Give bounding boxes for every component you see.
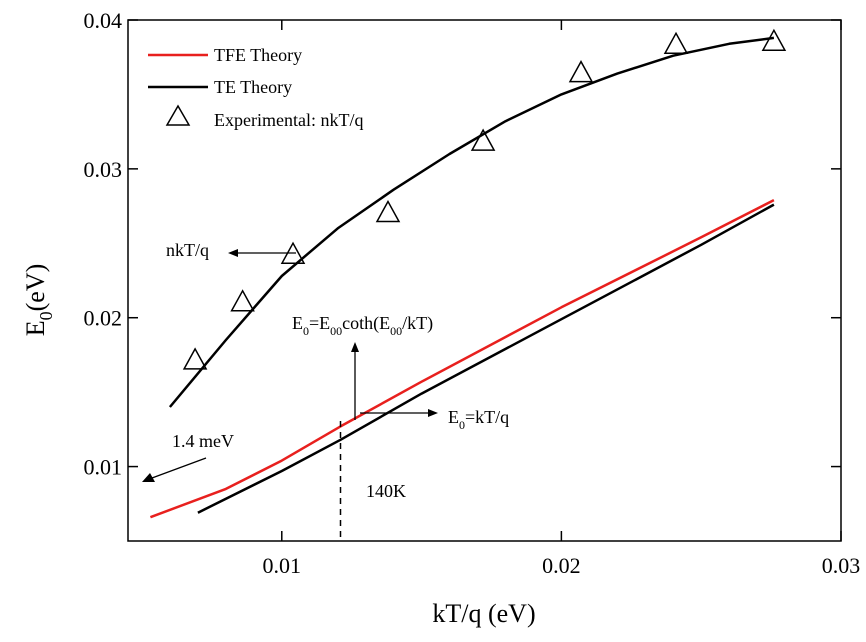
annotation-coth-formula: E0=E00coth(E00/kT) (292, 313, 433, 338)
x-axis-title: kT/q (eV) (432, 599, 535, 628)
plot-area (127, 19, 842, 542)
y-tick-label: 0.01 (84, 455, 123, 480)
data-point-experimental (568, 60, 594, 83)
x-tick-label: 0.02 (542, 553, 581, 578)
axis-ticks (128, 19, 842, 541)
legend-label-experimental: Experimental: nkT/q (214, 110, 363, 130)
x-tick-labels: 0.01 0.02 0.03 (263, 553, 861, 578)
data-point-experimental (761, 28, 787, 52)
series-line-0 (149, 198, 775, 519)
annotation-nkt: nkT/q (166, 240, 209, 260)
annotation-kt-formula: E0=kT/q (448, 407, 509, 432)
annotation-140k: 140K (366, 481, 406, 501)
y-tick-label: 0.04 (84, 8, 123, 33)
arrowhead-mev (142, 473, 155, 482)
arrow-mev (151, 457, 207, 479)
legend-label-tfe: TFE Theory (214, 45, 302, 65)
plot-frame (127, 19, 842, 542)
annotations: nkT/q E0=E00coth(E00/kT) E0=kT/q 1.4 meV… (142, 240, 509, 541)
marker-layer (182, 28, 787, 370)
legend: TFE Theory TE Theory Experimental: nkT/q (148, 45, 363, 130)
y-axis-title: E0(eV) (21, 264, 56, 337)
x-tick-label: 0.03 (822, 553, 861, 578)
legend-label-te: TE Theory (214, 77, 292, 97)
arrowhead-up-coth (351, 342, 359, 352)
arrowhead-nkt (228, 249, 238, 257)
data-point-experimental (230, 289, 255, 312)
data-point-experimental (182, 347, 208, 370)
y-tick-label: 0.02 (84, 306, 123, 331)
x-tick-label: 0.01 (263, 553, 302, 578)
data-point-experimental (663, 31, 689, 55)
arrowhead-right-kt (428, 409, 438, 417)
legend-marker-experimental (165, 104, 191, 126)
data-point-experimental (470, 128, 496, 151)
series-line-1 (197, 203, 775, 514)
y-tick-labels: 0.01 0.02 0.03 0.04 (84, 8, 123, 480)
data-point-experimental (375, 199, 401, 223)
annotation-mev: 1.4 meV (172, 431, 234, 451)
y-tick-label: 0.03 (84, 157, 123, 182)
